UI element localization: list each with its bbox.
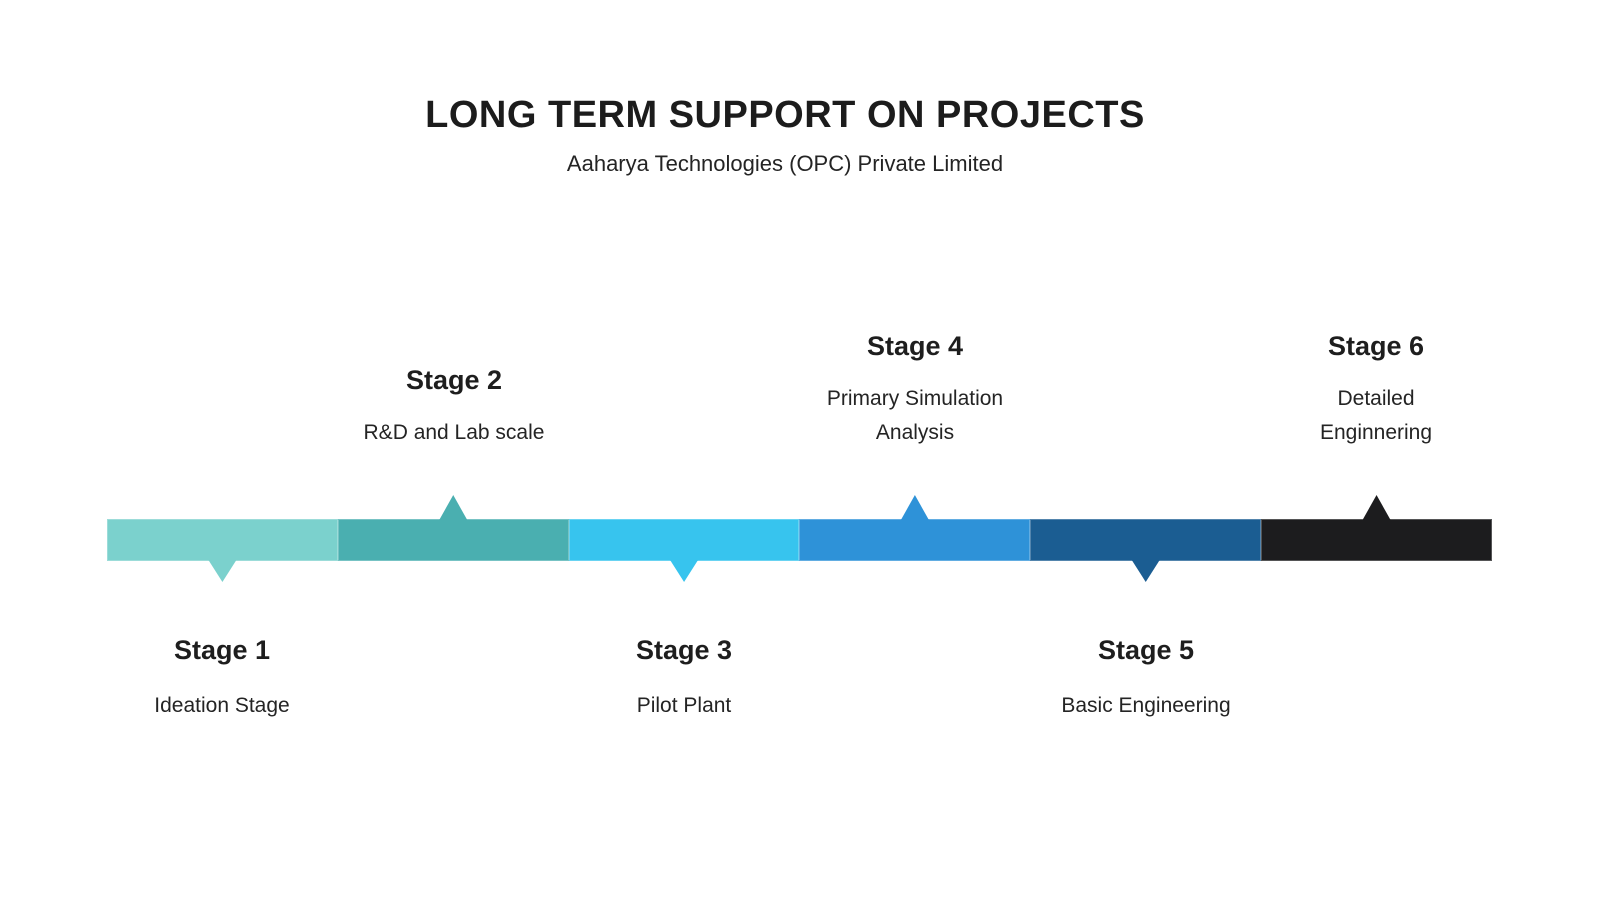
stage-4-description-line: Analysis: [875, 421, 955, 444]
stage-6-segment: [1261, 495, 1492, 561]
stage-2-segment: [337, 495, 569, 561]
timeline-bar: [107, 495, 1492, 582]
stage-3-description-line: Pilot Plant: [636, 694, 732, 717]
stage-6-label: Stage 6 Detailed Enginnering: [1226, 328, 1526, 450]
header: LONG TERM SUPPORT ON PROJECTS Aaharya Te…: [0, 91, 1570, 179]
stage-1-segment: [107, 519, 338, 582]
stage-3-segment: [568, 519, 800, 582]
stage-5-description-line: Basic Engineering: [1061, 694, 1231, 717]
stage-3-label: Stage 3 Pilot Plant: [534, 632, 834, 723]
stage-5-arrow-down-icon: [1131, 560, 1160, 582]
stage-2-label: Stage 2 R&D and Lab scale: [304, 362, 604, 450]
stage-2-arrow-up-icon: [439, 495, 468, 520]
stage-6-arrow-up-icon: [1362, 495, 1391, 520]
page-title: LONG TERM SUPPORT ON PROJECTS: [425, 94, 1145, 136]
stage-4-description: Primary Simulation Analysis: [765, 382, 1065, 450]
stage-6-description-line: Detailed: [1337, 387, 1415, 410]
stage-1-description-line: Ideation Stage: [154, 694, 290, 717]
stage-4-segment: [799, 495, 1031, 561]
stage-6-description: Detailed Enginnering: [1226, 382, 1526, 450]
page-subtitle: Aaharya Technologies (OPC) Private Limit…: [566, 151, 1004, 176]
stage-4-description-line: Primary Simulation: [826, 387, 1004, 410]
stage-1-description: Ideation Stage: [72, 689, 372, 723]
stage-3-description: Pilot Plant: [534, 689, 834, 723]
stage-3-name: Stage 3: [635, 635, 733, 665]
stage-2-description-line: R&D and Lab scale: [363, 421, 545, 444]
stage-2-name: Stage 2: [405, 365, 503, 395]
stage-1-arrow-down-icon: [208, 560, 237, 582]
stage-4-label: Stage 4 Primary Simulation Analysis: [765, 328, 1065, 450]
stage-5-label: Stage 5 Basic Engineering: [996, 632, 1296, 723]
stage-3-arrow-down-icon: [670, 560, 699, 582]
stage-4-arrow-up-icon: [900, 495, 929, 520]
stage-1-name: Stage 1: [173, 635, 271, 665]
stage-5-name: Stage 5: [1097, 635, 1195, 665]
stage-2-description: R&D and Lab scale: [304, 416, 604, 450]
stage-4-name: Stage 4: [866, 331, 964, 361]
stage-5-description: Basic Engineering: [996, 689, 1296, 723]
stage-6-name: Stage 6: [1327, 331, 1425, 361]
stage-1-label: Stage 1 Ideation Stage: [72, 632, 372, 723]
stage-6-description-line: Enginnering: [1319, 421, 1433, 444]
stage-5-segment: [1030, 519, 1262, 582]
